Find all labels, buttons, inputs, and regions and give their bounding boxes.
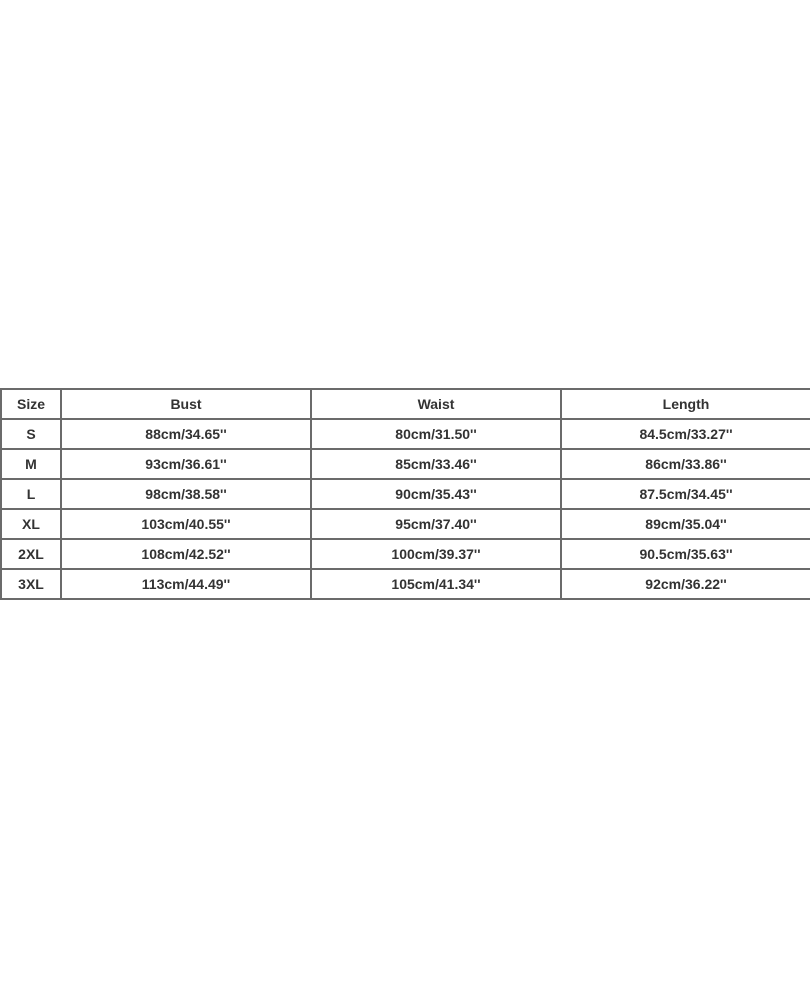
table-row: XL 103cm/40.55'' 95cm/37.40'' 89cm/35.04'' [0, 508, 810, 540]
table-cell: 87.5cm/34.45'' [560, 478, 810, 510]
table-row: S 88cm/34.65'' 80cm/31.50'' 84.5cm/33.27'' [0, 418, 810, 450]
table-cell: L [0, 478, 62, 510]
table-cell: 92cm/36.22'' [560, 568, 810, 600]
table-cell: 95cm/37.40'' [310, 508, 562, 540]
table-cell: 93cm/36.61'' [60, 448, 312, 480]
table-cell: 113cm/44.49'' [60, 568, 312, 600]
table-cell: 90cm/35.43'' [310, 478, 562, 510]
table-cell: 90.5cm/35.63'' [560, 538, 810, 570]
size-chart-table: Size Bust Waist Length S 88cm/34.65'' 80cm/31.… [0, 388, 810, 600]
table-row: M 93cm/36.61'' 85cm/33.46'' 86cm/33.86'' [0, 448, 810, 480]
column-header: Waist [310, 388, 562, 420]
table-cell: 105cm/41.34'' [310, 568, 562, 600]
header-row: Size Bust Waist Length [0, 388, 810, 420]
table-cell: 86cm/33.86'' [560, 448, 810, 480]
table-cell: 100cm/39.37'' [310, 538, 562, 570]
column-header: Length [560, 388, 810, 420]
table-cell: XL [0, 508, 62, 540]
table-row: 2XL 108cm/42.52'' 100cm/39.37'' 90.5cm/35.6… [0, 538, 810, 570]
table-cell: 3XL [0, 568, 62, 600]
table-cell: 88cm/34.65'' [60, 418, 312, 450]
table-cell: 89cm/35.04'' [560, 508, 810, 540]
table-cell: 108cm/42.52'' [60, 538, 312, 570]
table-cell: 80cm/31.50'' [310, 418, 562, 450]
table-row: 3XL 113cm/44.49'' 105cm/41.34'' 92cm/36.22'… [0, 568, 810, 600]
table-cell: 85cm/33.46'' [310, 448, 562, 480]
table-cell: 103cm/40.55'' [60, 508, 312, 540]
table-cell: 2XL [0, 538, 62, 570]
table-cell: 98cm/38.58'' [60, 478, 312, 510]
column-header: Size [0, 388, 62, 420]
table-row: L 98cm/38.58'' 90cm/35.43'' 87.5cm/34.45'' [0, 478, 810, 510]
column-header: Bust [60, 388, 312, 420]
size-chart-body: Size Bust Waist Length S 88cm/34.65'' 80cm/31.… [0, 388, 810, 600]
table-cell: M [0, 448, 62, 480]
table-cell: 84.5cm/33.27'' [560, 418, 810, 450]
table-cell: S [0, 418, 62, 450]
